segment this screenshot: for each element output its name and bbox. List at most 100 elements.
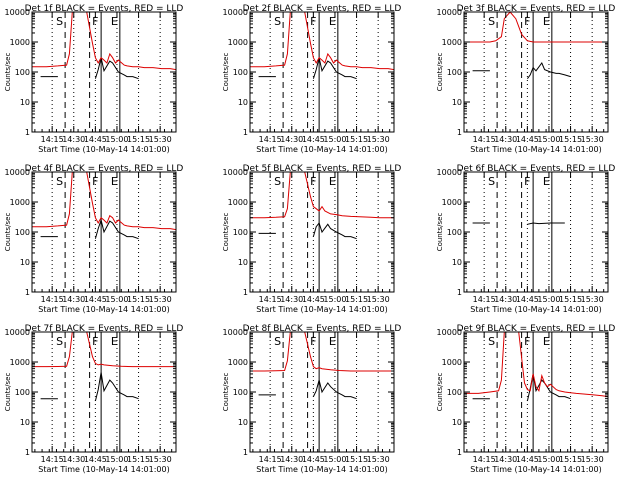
y-axis-label: Counts/sec	[436, 53, 444, 92]
marker-label-s: S	[274, 335, 281, 348]
x-tick-label: 15:30	[581, 295, 604, 304]
y-tick-label: 100	[233, 388, 248, 397]
x-tick-label: 15:15	[127, 455, 150, 464]
plot-frame	[463, 171, 609, 293]
marker-label-e: E	[329, 175, 336, 188]
marker-label-e: E	[111, 15, 118, 28]
x-tick-label: 14:45	[302, 295, 325, 304]
events-series-line	[258, 221, 357, 240]
y-tick-label: 10000	[5, 168, 30, 177]
marker-label-f: F	[92, 15, 98, 28]
x-tick-label: 14:15	[473, 455, 496, 464]
x-tick-label: 14:45	[516, 455, 539, 464]
y-tick-label: 10	[452, 418, 462, 427]
plot-frame	[463, 331, 609, 453]
x-tick-label: 15:30	[367, 135, 390, 144]
marker-label-f: F	[524, 175, 530, 188]
events-series-line	[40, 372, 139, 402]
y-tick-label: 100	[15, 68, 30, 77]
x-tick-label: 15:15	[345, 455, 368, 464]
y-axis-label: Counts/sec	[436, 213, 444, 252]
marker-label-e: E	[329, 335, 336, 348]
y-tick-label: 10000	[5, 328, 30, 337]
y-tick-label: 10000	[223, 328, 248, 337]
y-tick-label: 100	[233, 68, 248, 77]
marker-label-s: S	[56, 335, 63, 348]
x-tick-label: 15:30	[149, 295, 172, 304]
x-tick-label: 14:45	[302, 135, 325, 144]
y-tick-label: 1000	[442, 198, 462, 207]
x-tick-label: 15:00	[323, 295, 346, 304]
x-tick-label: 14:30	[494, 295, 517, 304]
x-tick-label: 14:45	[84, 455, 107, 464]
panel-title: Det 9f BLACK = Events, RED = LLD	[457, 324, 616, 334]
x-axis-label: Start Time (10-May-14 14:01:00)	[256, 145, 387, 154]
x-tick-label: 15:00	[537, 455, 560, 464]
x-axis-label: Start Time (10-May-14 14:01:00)	[256, 465, 387, 474]
events-series-line	[472, 222, 565, 225]
events-series-line	[40, 57, 139, 80]
x-tick-label: 15:00	[105, 295, 128, 304]
x-tick-label: 15:15	[127, 295, 150, 304]
panel-title: Det 6f BLACK = Events, RED = LLD	[457, 164, 616, 174]
x-axis-label: Start Time (10-May-14 14:01:00)	[38, 145, 169, 154]
x-axis-label: Start Time (10-May-14 14:01:00)	[470, 145, 601, 154]
x-tick-label: 14:30	[62, 295, 85, 304]
x-tick-label: 14:45	[84, 135, 107, 144]
lld-series-line	[464, 332, 608, 398]
x-tick-label: 15:15	[559, 295, 582, 304]
plot-frame	[31, 331, 177, 453]
marker-label-s: S	[274, 175, 281, 188]
x-tick-label: 15:00	[105, 455, 128, 464]
x-tick-label: 14:45	[84, 295, 107, 304]
y-tick-label: 10000	[5, 8, 30, 17]
y-tick-label: 1	[25, 288, 30, 297]
x-tick-label: 15:00	[537, 295, 560, 304]
x-tick-label: 15:15	[559, 455, 582, 464]
x-axis-label: Start Time (10-May-14 14:01:00)	[470, 305, 601, 314]
events-series-line	[40, 218, 139, 240]
y-axis-label: Counts/sec	[222, 213, 230, 252]
y-tick-label: 10000	[223, 8, 248, 17]
x-axis-label: Start Time (10-May-14 14:01:00)	[256, 305, 387, 314]
y-tick-label: 100	[447, 228, 462, 237]
y-tick-label: 10000	[437, 328, 462, 337]
y-tick-label: 100	[15, 228, 30, 237]
events-series-line	[258, 379, 357, 400]
x-tick-label: 14:30	[62, 135, 85, 144]
x-tick-label: 14:30	[280, 455, 303, 464]
marker-label-f: F	[310, 175, 316, 188]
marker-label-s: S	[488, 15, 495, 28]
y-tick-label: 10000	[437, 168, 462, 177]
marker-label-f: F	[92, 335, 98, 348]
y-tick-label: 1	[25, 128, 30, 137]
y-tick-label: 10	[452, 258, 462, 267]
marker-label-f: F	[310, 335, 316, 348]
marker-label-e: E	[111, 175, 118, 188]
x-tick-label: 15:30	[367, 455, 390, 464]
x-tick-label: 14:30	[494, 135, 517, 144]
y-tick-label: 1	[243, 288, 248, 297]
panel-title: Det 7f BLACK = Events, RED = LLD	[25, 324, 184, 334]
plot-frame	[463, 11, 609, 133]
marker-label-e: E	[543, 15, 550, 28]
y-tick-label: 1000	[10, 38, 30, 47]
y-tick-label: 100	[447, 68, 462, 77]
y-tick-label: 10	[20, 258, 30, 267]
x-tick-label: 15:00	[323, 135, 346, 144]
y-tick-label: 10	[238, 98, 248, 107]
events-series-line	[472, 62, 571, 79]
lld-series-line	[464, 12, 608, 43]
x-tick-label: 14:30	[494, 455, 517, 464]
x-axis-label: Start Time (10-May-14 14:01:00)	[38, 465, 169, 474]
x-tick-label: 15:00	[537, 135, 560, 144]
x-tick-label: 14:15	[259, 455, 282, 464]
y-axis-label: Counts/sec	[222, 373, 230, 412]
x-tick-label: 15:15	[127, 135, 150, 144]
